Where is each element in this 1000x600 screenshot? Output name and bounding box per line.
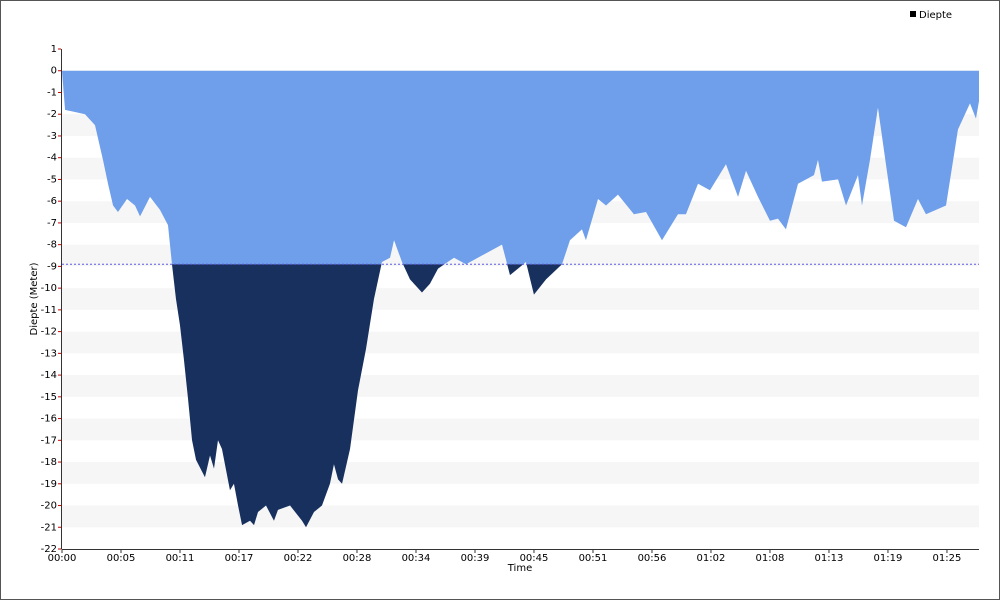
y-tick-label: 1 (51, 44, 57, 55)
y-tick-label: -21 (41, 522, 57, 533)
x-axis-label: Time (507, 563, 532, 574)
y-tick-label: -7 (47, 218, 57, 229)
legend-swatch (910, 11, 916, 17)
x-tick-label: 00:11 (166, 553, 195, 564)
y-tick-label: -2 (47, 109, 57, 120)
y-tick-label: -20 (41, 501, 57, 512)
y-tick-label: -17 (41, 435, 57, 446)
y-tick-label: -9 (47, 261, 57, 272)
y-tick-label: -13 (41, 348, 57, 359)
y-tick-label: -12 (41, 327, 57, 338)
y-tick-label: 0 (51, 66, 57, 77)
y-tick-label: -4 (47, 153, 57, 164)
x-tick-label: 00:45 (520, 553, 549, 564)
x-tick-label: 00:39 (461, 553, 490, 564)
y-tick-label: -15 (41, 392, 57, 403)
x-tick-label: 00:22 (284, 553, 313, 564)
y-tick-label: -10 (41, 283, 57, 294)
grid-band (62, 505, 979, 528)
x-tick-label: 01:08 (756, 553, 785, 564)
y-tick-label: -19 (41, 479, 57, 490)
y-tick-label: -6 (47, 196, 57, 207)
y-tick-label: -16 (41, 414, 57, 425)
y-tick-label: -3 (47, 131, 57, 142)
x-tick-label: 01:19 (874, 553, 903, 564)
area-above (62, 70, 979, 265)
y-tick-label: -22 (41, 544, 57, 555)
x-tick-label: 00:00 (48, 553, 77, 564)
area-below (171, 264, 562, 528)
x-tick-label: 01:25 (933, 553, 962, 564)
x-tick-label: 01:13 (815, 553, 844, 564)
legend-label: Diepte (919, 10, 952, 21)
x-tick-label: 00:56 (638, 553, 667, 564)
y-tick-label: -8 (47, 240, 57, 251)
y-tick-label: -11 (41, 305, 57, 316)
y-tick-label: -14 (41, 370, 57, 381)
x-tick-label: 00:34 (402, 553, 431, 564)
x-tick-label: 01:02 (697, 553, 726, 564)
x-tick-label: 00:05 (107, 553, 136, 564)
y-tick-label: -18 (41, 457, 57, 468)
x-tick-label: 00:17 (225, 553, 254, 564)
x-tick-label: 00:51 (579, 553, 608, 564)
y-tick-label: -5 (47, 174, 57, 185)
y-tick-label: -1 (47, 87, 57, 98)
y-axis-label: Diepte (Meter) (29, 262, 40, 335)
x-tick-label: 00:28 (343, 553, 372, 564)
